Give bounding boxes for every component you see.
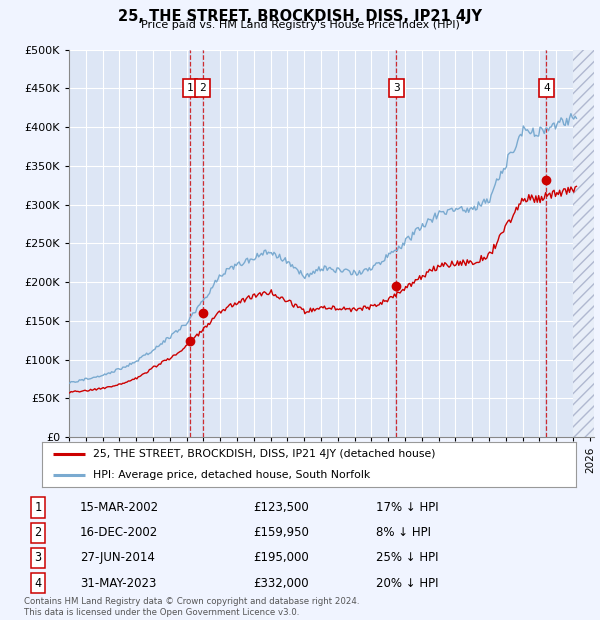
Text: 31-MAY-2023: 31-MAY-2023 — [80, 577, 156, 590]
Text: 20% ↓ HPI: 20% ↓ HPI — [376, 577, 438, 590]
Text: 2: 2 — [34, 526, 41, 539]
Text: 25, THE STREET, BROCKDISH, DISS, IP21 4JY: 25, THE STREET, BROCKDISH, DISS, IP21 4J… — [118, 9, 482, 24]
Text: 8% ↓ HPI: 8% ↓ HPI — [376, 526, 431, 539]
Text: 3: 3 — [34, 552, 41, 564]
Text: 2: 2 — [199, 83, 206, 94]
Text: Contains HM Land Registry data © Crown copyright and database right 2024.
This d: Contains HM Land Registry data © Crown c… — [24, 598, 359, 617]
Bar — [545, 50, 547, 437]
Text: 25, THE STREET, BROCKDISH, DISS, IP21 4JY (detached house): 25, THE STREET, BROCKDISH, DISS, IP21 4J… — [93, 449, 435, 459]
Text: 27-JUN-2014: 27-JUN-2014 — [80, 552, 155, 564]
Bar — [202, 50, 203, 437]
Text: £195,000: £195,000 — [253, 552, 308, 564]
Text: 1: 1 — [34, 501, 41, 514]
Bar — [573, 50, 594, 437]
Text: £332,000: £332,000 — [253, 577, 308, 590]
Text: 25% ↓ HPI: 25% ↓ HPI — [376, 552, 438, 564]
Text: 4: 4 — [543, 83, 550, 94]
Text: Price paid vs. HM Land Registry's House Price Index (HPI): Price paid vs. HM Land Registry's House … — [140, 20, 460, 30]
Text: 17% ↓ HPI: 17% ↓ HPI — [376, 501, 438, 514]
Text: 1: 1 — [187, 83, 193, 94]
Text: £123,500: £123,500 — [253, 501, 308, 514]
Text: £159,950: £159,950 — [253, 526, 308, 539]
Bar — [395, 50, 397, 437]
Text: HPI: Average price, detached house, South Norfolk: HPI: Average price, detached house, Sout… — [93, 469, 370, 480]
Text: 15-MAR-2002: 15-MAR-2002 — [80, 501, 159, 514]
Text: 3: 3 — [393, 83, 400, 94]
Text: 16-DEC-2002: 16-DEC-2002 — [80, 526, 158, 539]
Text: 4: 4 — [34, 577, 41, 590]
Bar — [189, 50, 191, 437]
